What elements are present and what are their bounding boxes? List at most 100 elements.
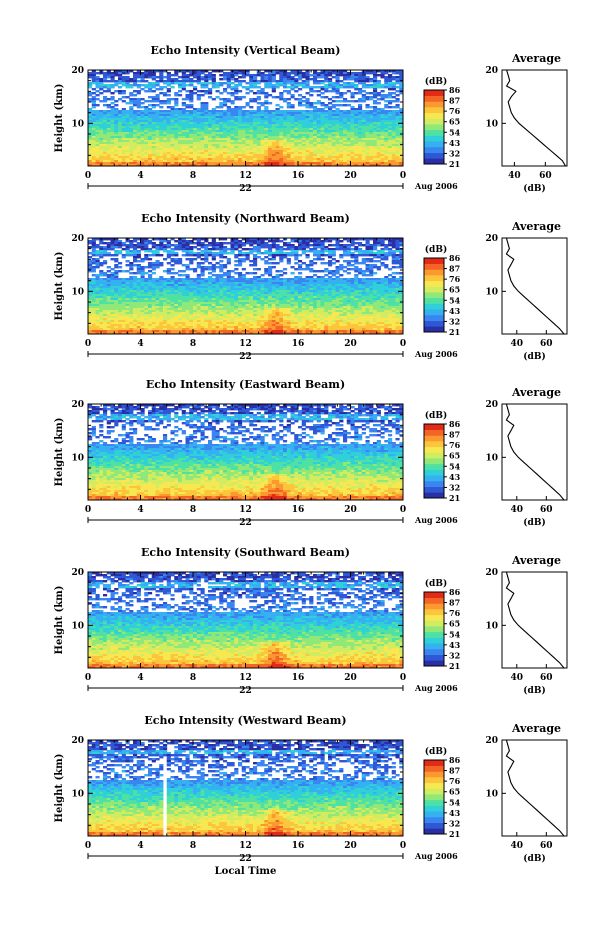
heat-cell: [347, 272, 351, 274]
heat-cell: [137, 106, 141, 108]
heat-cell: [343, 254, 347, 256]
heat-cell: [328, 240, 332, 242]
heat-cell: [201, 94, 205, 96]
heat-cell: [118, 92, 122, 94]
heat-cell: [167, 256, 171, 258]
heat-cell: [144, 266, 148, 268]
heat-cell: [268, 86, 272, 88]
heat-cell: [133, 260, 137, 262]
heat-cell: [186, 98, 190, 100]
heat-cell: [246, 104, 250, 106]
heat-cell: [246, 258, 250, 260]
heat-cell: [114, 266, 118, 268]
heat-cell: [126, 86, 130, 88]
month-label: Aug 2006: [414, 181, 458, 191]
heat-cell: [159, 102, 163, 104]
heat-cell: [133, 94, 137, 96]
panel-1: Echo Intensity (Vertical Beam)Height (km…: [54, 44, 567, 194]
heat-cell: [186, 258, 190, 260]
heat-cell: [358, 272, 362, 274]
heat-cell: [242, 260, 246, 262]
heat-cell: [358, 254, 362, 256]
heat-cell: [317, 76, 321, 78]
heat-cell: [366, 92, 370, 94]
heat-cell: [219, 256, 223, 258]
heat-cell: [358, 262, 362, 264]
heat-cell: [186, 254, 190, 256]
heat-cell: [182, 104, 186, 106]
heat-cell: [324, 106, 328, 108]
heat-cell: [201, 246, 205, 248]
heat-cell: [208, 272, 212, 274]
heat-cell: [126, 260, 130, 262]
heat-cell: [178, 248, 182, 250]
heat-cell: [107, 98, 111, 100]
heat-cell: [246, 248, 250, 250]
heat-cell: [309, 270, 313, 272]
heat-cell: [223, 242, 227, 244]
heat-cell: [167, 106, 171, 108]
heat-cell: [174, 254, 178, 256]
heat-cell: [369, 92, 373, 94]
heat-cell: [212, 274, 216, 276]
heat-cell: [208, 82, 212, 84]
heat-cell: [144, 76, 148, 78]
heat-cell: [246, 272, 250, 274]
heat-cell: [148, 242, 152, 244]
heat-cell: [114, 84, 118, 86]
heat-cell: [193, 254, 197, 256]
heat-cell: [396, 90, 400, 92]
heat-cell: [122, 270, 126, 272]
heat-cell: [219, 98, 223, 100]
heat-cell: [242, 268, 246, 270]
heat-cell: [227, 86, 231, 88]
heat-cell: [377, 74, 381, 76]
heat-cell: [103, 100, 107, 102]
heat-cell: [264, 256, 268, 258]
heat-cell: [133, 264, 137, 266]
heat-cell: [208, 96, 212, 98]
heat-cell: [122, 100, 126, 102]
heat-cell: [354, 270, 358, 272]
heat-cell: [204, 268, 208, 270]
heat-cell: [96, 90, 100, 92]
heat-cell: [381, 76, 385, 78]
heat-cell: [392, 266, 396, 268]
heat-cell: [332, 96, 336, 98]
heat-cell: [144, 90, 148, 92]
heat-cell: [283, 100, 287, 102]
heat-cell: [347, 104, 351, 106]
heat-cell: [238, 76, 242, 78]
heat-cell: [129, 254, 133, 256]
colorbar-swatch: [424, 118, 444, 124]
heat-cell: [148, 100, 152, 102]
heat-cell: [264, 262, 268, 264]
heat-cell: [279, 274, 283, 276]
heat-cell: [336, 260, 340, 262]
heat-cell: [354, 80, 358, 82]
heat-cell: [174, 262, 178, 264]
heat-cell: [163, 94, 167, 96]
heat-cell: [137, 76, 141, 78]
heat-cell: [343, 266, 347, 268]
heat-cell: [99, 88, 103, 90]
heat-cell: [167, 262, 171, 264]
heat-cell: [291, 272, 295, 274]
heat-cell: [253, 268, 257, 270]
heat-cell: [129, 272, 133, 274]
heat-cell: [96, 254, 100, 256]
heat-cell: [264, 272, 268, 274]
heat-cell: [272, 258, 276, 260]
heat-cell: [388, 102, 392, 104]
heat-cell: [264, 96, 268, 98]
heat-cell: [343, 100, 347, 102]
heat-cell: [384, 266, 388, 268]
heat-cell: [197, 256, 201, 258]
heat-cell: [257, 92, 261, 94]
heat-cell: [148, 250, 152, 252]
heat-cell: [347, 254, 351, 256]
x-tick-label: 8: [190, 171, 196, 181]
heat-cell: [144, 272, 148, 274]
heat-cell: [306, 92, 310, 94]
heat-cell: [321, 270, 325, 272]
